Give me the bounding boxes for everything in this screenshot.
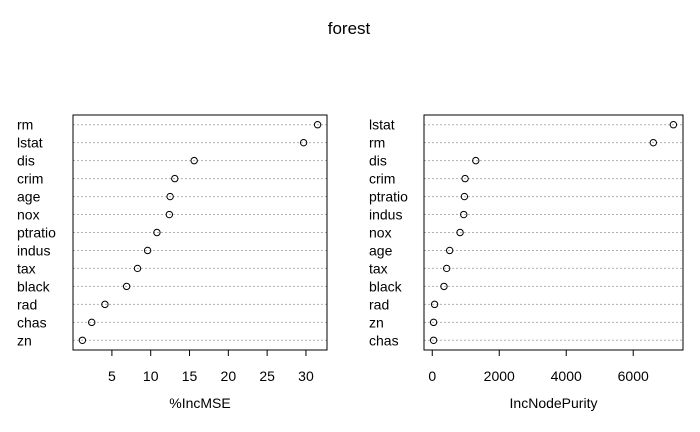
x-tick-label: 15 [182,368,198,384]
category-label: age [17,189,41,205]
x-tick-label: 10 [143,368,159,384]
category-label: nox [17,207,40,223]
data-point [165,210,174,219]
x-tick-label: 4000 [551,368,582,384]
data-point [166,192,174,201]
plot-frame [72,114,328,351]
category-label: ptratio [369,189,408,205]
data-point [456,228,464,237]
category-label: lstat [369,117,395,133]
x-tick-label: 2000 [484,368,515,384]
data-point [649,138,658,147]
category-label: indus [369,207,402,223]
category-label: rm [17,117,33,133]
category-label: tax [17,260,36,276]
x-axis-label: %IncMSE [169,395,230,411]
data-point [669,121,678,129]
x-axis-label: IncNodePurity [510,395,598,411]
category-label: chas [369,332,399,348]
data-point [429,318,438,327]
data-point [442,264,451,273]
x-tick-label: 5 [108,368,116,384]
data-point [430,300,439,309]
category-label: chas [17,314,47,330]
data-point [299,138,308,147]
x-tick-label: 0 [428,368,436,384]
category-label: age [369,242,393,258]
data-point [133,264,142,273]
chart-title: forest [328,19,371,38]
category-label: tax [369,260,388,276]
x-tick-label: 20 [221,368,237,384]
data-point [460,192,469,201]
category-label: zn [369,314,384,330]
data-point [122,282,131,291]
data-point [472,156,480,165]
category-label: lstat [17,135,43,151]
category-label: rm [369,135,385,151]
x-tick-label: 30 [298,368,314,384]
data-point [313,121,322,129]
data-point [460,210,468,219]
data-point [171,174,179,183]
category-label: crim [17,171,43,187]
category-label: zn [17,332,32,348]
x-tick-label: 25 [259,368,275,384]
category-label: dis [369,153,387,169]
category-label: indus [17,242,50,258]
data-point [88,318,96,327]
data-point [153,228,161,237]
category-label: nox [369,225,392,241]
data-point [190,156,198,165]
data-point [445,246,454,255]
data-point [429,336,438,344]
category-label: black [369,278,403,294]
category-label: dis [17,153,35,169]
category-label: rad [17,296,37,312]
data-point [461,174,469,183]
x-tick-label: 6000 [618,368,649,384]
category-label: black [17,278,51,294]
category-label: rad [369,296,389,312]
data-point [440,282,448,291]
data-point [78,336,87,344]
data-point [101,300,109,309]
category-label: crim [369,171,395,187]
category-label: ptratio [17,225,56,241]
data-point [143,246,152,255]
